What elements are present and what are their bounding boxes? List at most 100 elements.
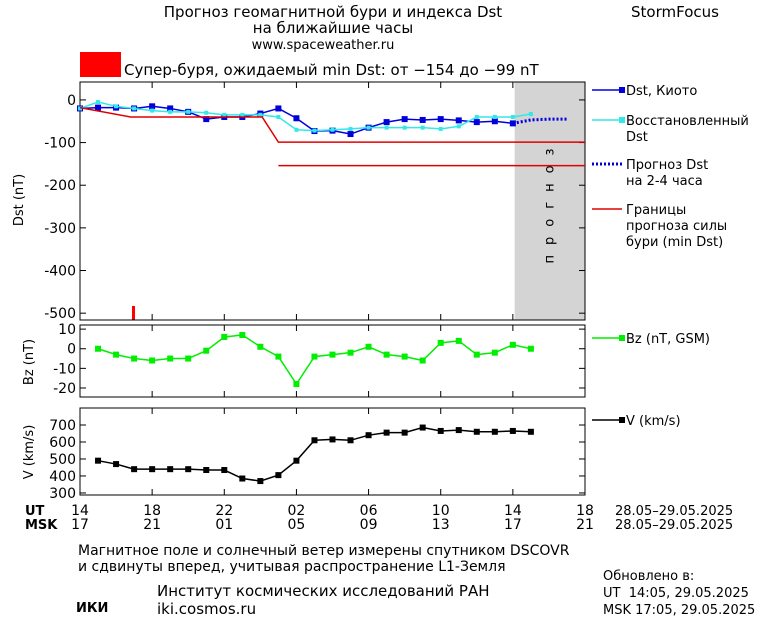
point bbox=[419, 424, 426, 431]
point bbox=[113, 351, 120, 358]
point bbox=[528, 111, 533, 116]
ut-label: UT bbox=[25, 504, 45, 519]
y-tick-label: 300 bbox=[49, 486, 76, 502]
panel-frame bbox=[79, 407, 586, 496]
point bbox=[491, 118, 498, 125]
logo: ИКИ bbox=[76, 601, 108, 616]
point bbox=[383, 429, 390, 436]
footer-note: и сдвинуты вперед, учитывая распростране… bbox=[78, 559, 506, 575]
point bbox=[437, 116, 444, 123]
panel-frame bbox=[79, 324, 586, 398]
y-tick-label: 0 bbox=[67, 93, 76, 109]
point bbox=[437, 339, 444, 346]
x-tick-label: 17 bbox=[504, 517, 522, 533]
point bbox=[365, 432, 372, 439]
point bbox=[204, 110, 209, 115]
x-tick-label: 18 bbox=[576, 503, 594, 519]
x-tick-label: 06 bbox=[360, 503, 378, 519]
point bbox=[473, 119, 480, 126]
point bbox=[203, 467, 210, 474]
point bbox=[383, 119, 390, 126]
point bbox=[365, 343, 372, 350]
point bbox=[257, 478, 264, 485]
point bbox=[401, 353, 408, 360]
updated: Обновлено в: bbox=[603, 569, 694, 584]
point bbox=[222, 112, 227, 117]
point bbox=[95, 345, 102, 352]
point bbox=[149, 466, 156, 473]
x-tick-label: 09 bbox=[360, 517, 378, 533]
legend-label: Dst, Киото bbox=[626, 84, 697, 99]
msk-dates: 28.05–29.05.2025 bbox=[615, 518, 733, 533]
point bbox=[347, 349, 354, 356]
legend-label: Восстановленный Dst bbox=[626, 114, 749, 145]
point bbox=[203, 116, 210, 123]
point bbox=[276, 114, 281, 119]
point bbox=[257, 343, 264, 350]
x-tick-label: 14 bbox=[71, 503, 89, 519]
point bbox=[293, 457, 300, 464]
title: Прогноз геомагнитной бури и индекса Dst bbox=[164, 3, 503, 21]
point bbox=[95, 104, 102, 111]
y-tick-label: 700 bbox=[49, 418, 76, 434]
legend-label: V (km/s) bbox=[626, 414, 681, 429]
point bbox=[455, 117, 462, 124]
point bbox=[311, 437, 318, 444]
point bbox=[131, 355, 138, 362]
point bbox=[347, 437, 354, 444]
point bbox=[275, 105, 282, 112]
point bbox=[78, 106, 82, 111]
y-axis-label: V (km/s) bbox=[22, 425, 37, 480]
x-tick-label: 13 bbox=[432, 517, 450, 533]
point bbox=[312, 128, 317, 133]
point bbox=[239, 475, 246, 482]
point bbox=[456, 124, 461, 129]
point bbox=[527, 428, 534, 435]
point bbox=[401, 429, 408, 436]
forecast-label: прогноз bbox=[542, 139, 557, 264]
point bbox=[455, 337, 462, 344]
point bbox=[167, 466, 174, 473]
point bbox=[492, 114, 497, 119]
y-tick-label: -300 bbox=[44, 221, 76, 237]
y-axis-label: Bz (nT) bbox=[22, 339, 37, 385]
point bbox=[420, 125, 425, 130]
msk-label: MSK bbox=[25, 518, 58, 533]
point bbox=[330, 127, 335, 132]
point bbox=[438, 126, 443, 131]
point bbox=[240, 112, 245, 117]
point bbox=[149, 357, 156, 364]
point bbox=[402, 125, 407, 130]
y-axis-label: Dst (nT) bbox=[12, 174, 27, 226]
point bbox=[221, 467, 228, 474]
legend-swatch bbox=[619, 417, 625, 423]
y-tick-label: -200 bbox=[44, 178, 76, 194]
point bbox=[150, 108, 155, 113]
point bbox=[474, 114, 479, 119]
y-tick-label: -400 bbox=[44, 264, 76, 280]
x-tick-label: 21 bbox=[143, 517, 161, 533]
point bbox=[455, 427, 462, 434]
point bbox=[185, 355, 192, 362]
point bbox=[419, 116, 426, 123]
point bbox=[167, 105, 174, 112]
point bbox=[311, 353, 318, 360]
point bbox=[527, 345, 534, 352]
series-line bbox=[512, 117, 567, 125]
y-tick-label: -100 bbox=[44, 136, 76, 152]
x-tick-label: 18 bbox=[143, 503, 161, 519]
institute: Институт космических исследований РАН bbox=[157, 582, 490, 600]
point bbox=[258, 112, 263, 117]
y-tick-label: 500 bbox=[49, 452, 76, 468]
y-tick-label: 10 bbox=[58, 322, 76, 338]
brand: StormFocus bbox=[631, 3, 719, 21]
point bbox=[132, 106, 137, 111]
point bbox=[419, 357, 426, 364]
x-tick-label: 17 bbox=[71, 517, 89, 533]
point bbox=[95, 457, 102, 464]
series-line bbox=[79, 106, 585, 167]
alert: Супер-буря, ожидаемый min Dst: от −154 д… bbox=[124, 61, 539, 79]
panel-frame bbox=[79, 81, 586, 321]
x-tick-label: 02 bbox=[288, 503, 306, 519]
point bbox=[294, 127, 299, 132]
